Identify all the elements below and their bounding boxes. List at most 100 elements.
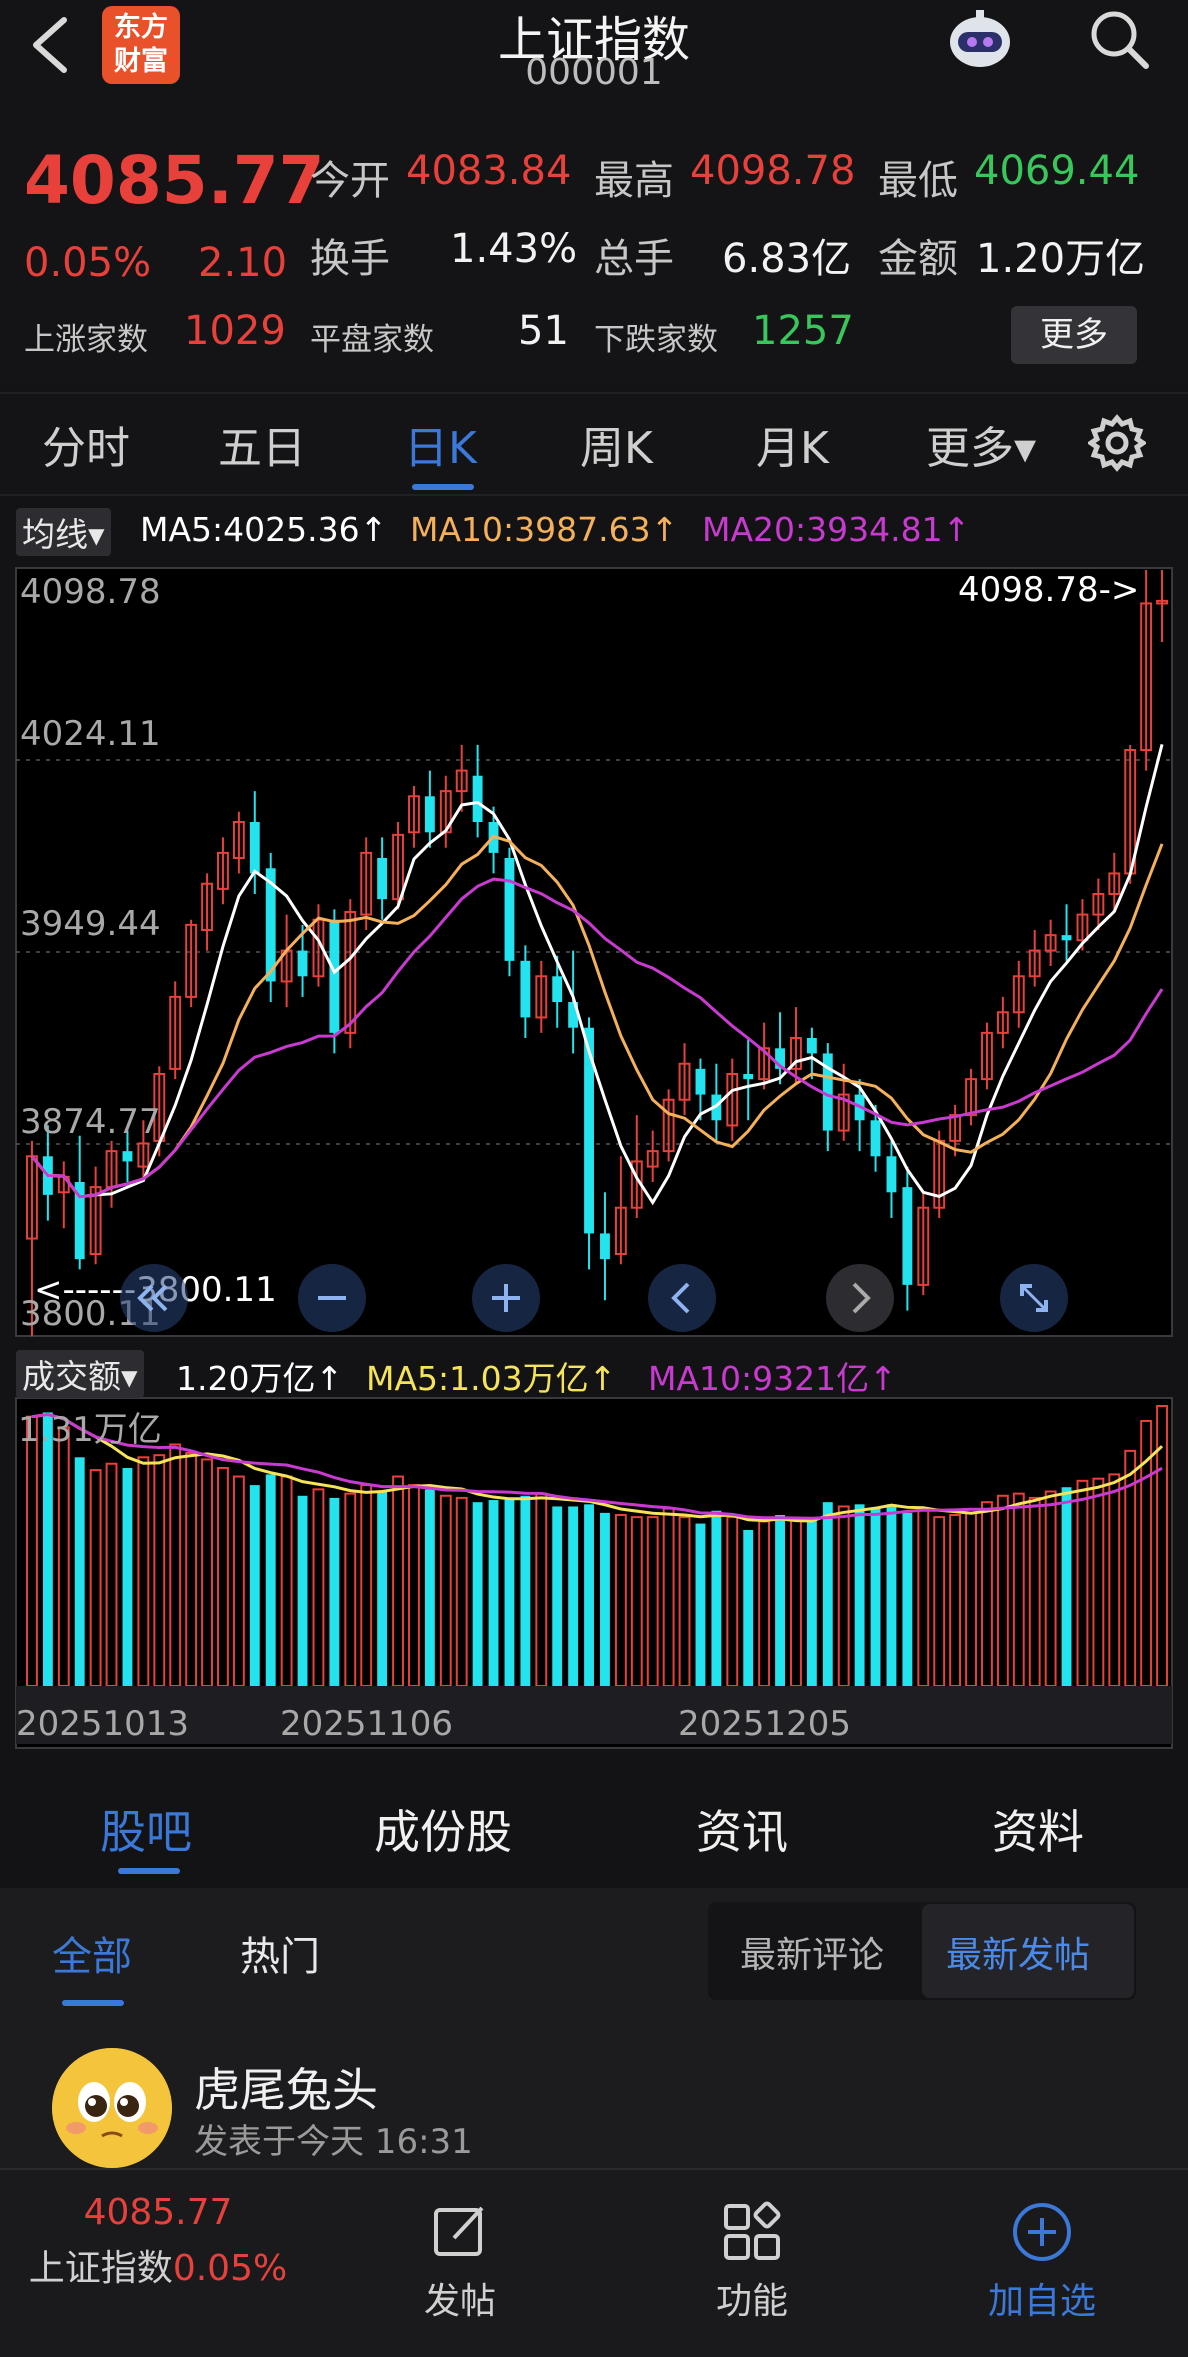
candle-body [185,923,198,998]
tab-constituents[interactable]: 成份股 [374,1805,512,1859]
candle-body [584,1027,594,1234]
candle-body [344,911,357,1034]
period-tabs: 分时 五日 日K 周K 月K 更多▾ [0,392,1188,496]
scroll-left-button[interactable] [648,1264,716,1332]
volume-bar [520,1495,531,1686]
candle-body [886,1156,897,1193]
tab-news[interactable]: 资讯 [696,1805,788,1859]
ma5-value: MA5:4025.36↑ [140,510,388,549]
post-username[interactable]: 虎尾兔头 [194,2063,378,2117]
candle-body [329,919,340,1033]
tab-daily-k[interactable]: 日K [404,423,477,474]
volume-ma5: MA5:1.03万亿↑ [366,1359,617,1398]
x-tick-label: 20251106 [280,1704,454,1744]
tab-five-day[interactable]: 五日 [218,423,306,474]
candle-body [535,975,548,1019]
back-button[interactable] [28,12,78,82]
candle-body [902,1187,913,1285]
y-tick-label: 3874.77 [20,1102,161,1142]
candle-body [646,1150,659,1168]
logo-text-bottom: 财富 [114,46,168,77]
volume-bar [504,1497,515,1686]
advancers-label: 上涨家数 [24,322,148,358]
volume-selector[interactable]: 成交额▾ [16,1350,144,1398]
candle-body [965,1078,977,1117]
add-watchlist-label: 加自选 [987,2281,1096,2322]
zoom-fast-back-button[interactable] [120,1264,188,1332]
more-stats-button[interactable]: 更多 [1011,306,1137,364]
filter-hot[interactable]: 热门 [240,1934,320,1980]
zoom-in-button[interactable] [472,1264,540,1332]
tab-monthly-k[interactable]: 月K [756,423,829,474]
candle-body [726,1073,739,1127]
bottom-pct: 0.05% [172,2248,288,2289]
candle-body [662,1098,675,1153]
candle-body [122,1151,133,1162]
y-tick-label: 4098.78 [20,572,161,612]
avatar[interactable] [52,2048,172,2168]
sort-latest-comment[interactable]: 最新评论 [740,1935,885,1976]
open-value: 4083.84 [406,148,572,194]
functions-button[interactable]: 功能 [652,2200,852,2324]
candle-body [552,976,563,1003]
candle-body [392,833,404,901]
page-title: 上证指数 [497,12,690,68]
candle-body [472,775,483,823]
filter-all[interactable]: 全部 [52,1934,132,1980]
double-chevron-left-icon [137,1284,168,1312]
quote-summary[interactable]: 4085.77 上证指数0.05% [0,2192,316,2291]
y-tick-label: 4024.11 [20,714,161,754]
search-icon[interactable] [1088,8,1152,72]
candle-body [1012,975,1025,1014]
kline-chart[interactable] [0,560,1188,1770]
volume-bar [249,1485,260,1686]
candle-body [600,1233,610,1260]
candle-body [695,1068,706,1095]
candle-body [1044,934,1057,952]
volume-bar [42,1412,53,1686]
volume-bar [488,1500,499,1686]
minus-icon [318,1296,346,1300]
volume-bar [584,1504,594,1686]
zoom-out-button[interactable] [298,1264,366,1332]
functions-label: 功能 [715,2281,788,2322]
app-logo[interactable]: 东方 财富 [102,6,180,84]
x-tick-label: 20251013 [16,1704,190,1744]
ma20-value: MA20:3934.81↑ [702,510,971,549]
scroll-right-button[interactable] [826,1264,894,1332]
tab-more[interactable]: 更多▾ [926,423,1037,474]
tab-weekly-k[interactable]: 周K [580,423,653,474]
tab-intraday[interactable]: 分时 [42,423,130,474]
candle-body [408,795,420,834]
ma-selector[interactable]: 均线▾ [16,508,111,556]
candle-body [1028,949,1041,978]
volume-bar [806,1519,817,1686]
ma10-line [30,834,1164,1199]
candle-body [758,1047,771,1081]
x-tick-label: 20251205 [678,1704,852,1744]
edit-icon [434,2206,484,2256]
candle-body [360,851,373,916]
tab-guba[interactable]: 股吧 [100,1805,192,1859]
candle-body [837,1093,850,1132]
tab-profile[interactable]: 资料 [992,1805,1084,1859]
volume-bar [854,1504,865,1686]
add-watchlist-button[interactable]: 加自选 [942,2200,1142,2324]
settings-gear-icon[interactable] [1086,414,1148,476]
fullscreen-button[interactable] [1000,1264,1068,1332]
candle-body [790,1037,802,1070]
ma-legend: 均线▾ MA5:4025.36↑ MA10:3987.63↑ MA20:3934… [0,504,1188,556]
candle-body [504,858,515,961]
robot-assistant-icon[interactable] [938,4,1022,72]
amount-value: 1.20万亿 [976,236,1146,282]
volume-bar [775,1515,785,1686]
bottom-name: 上证指数 [28,2248,173,2289]
post-button[interactable]: 发帖 [360,2200,560,2324]
quote-panel: 4085.77 0.05% 2.10 今开 4083.84 最高 4098.78… [0,122,1188,382]
volume-bar [1061,1487,1072,1686]
sort-latest-post-button[interactable]: 最新发帖 [922,1904,1134,1998]
candle-body [949,1114,962,1142]
candle-body [1061,935,1072,941]
y-tick-label: 3949.44 [20,904,161,944]
candle-body [1108,872,1121,896]
